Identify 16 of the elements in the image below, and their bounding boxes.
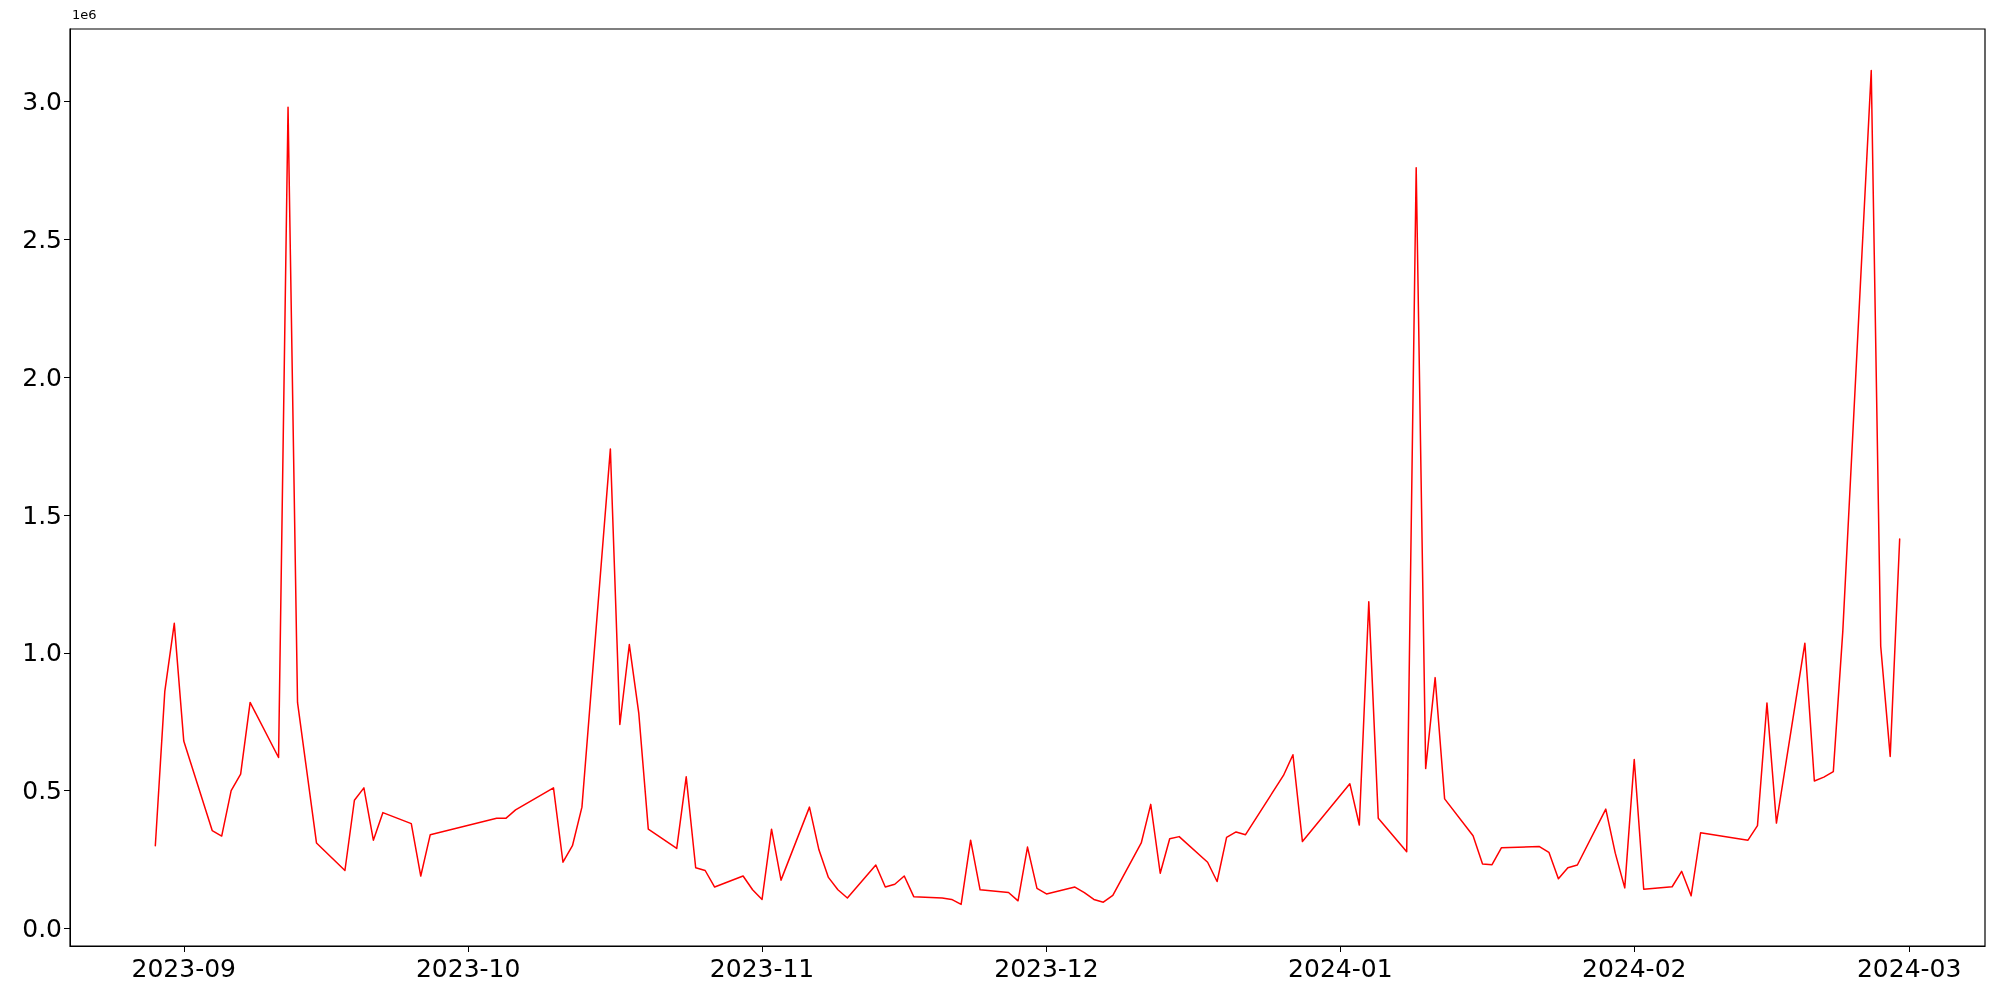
y-tick-label: 2.5 (22, 225, 62, 255)
y-tick-label: 1.0 (22, 638, 62, 668)
x-tick-label: 2023-09 (131, 954, 236, 983)
y-tick-label: 0.5 (22, 776, 62, 806)
y-tick-label: 3.0 (22, 87, 62, 117)
x-tick-label: 2024-01 (1288, 954, 1393, 983)
x-tick-label: 2024-03 (1856, 954, 1962, 983)
x-tick-label: 2023-12 (994, 954, 1099, 983)
y-tick-label: 1.5 (22, 500, 62, 530)
text: 1e6 (72, 7, 97, 22)
y-tick-label: 0.0 (22, 913, 62, 943)
y-tick-label: 2.0 (22, 362, 62, 392)
x-tick-label: 2023-10 (415, 954, 521, 983)
x-tick-label: 2024-02 (1582, 954, 1687, 983)
line-series (154, 69, 1901, 906)
x-tick-label: 2023-11 (709, 954, 815, 983)
